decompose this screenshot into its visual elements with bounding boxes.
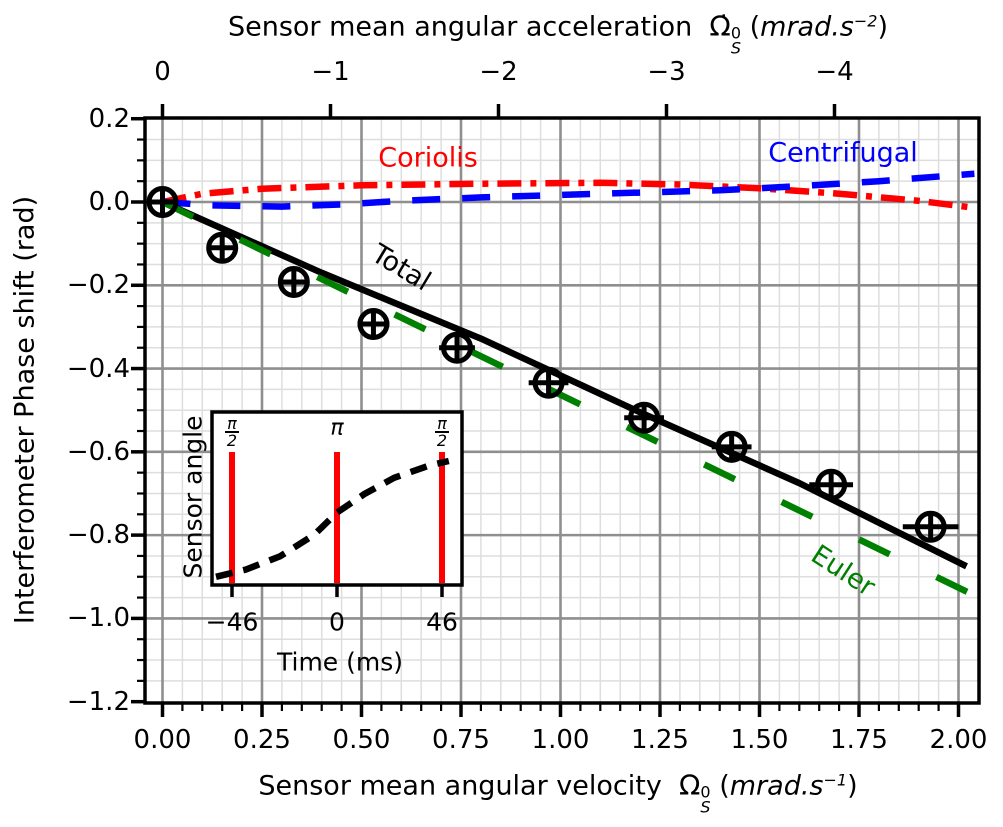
- series-euler-line: [161, 199, 972, 597]
- inset-sensor-angle-curve: [215, 457, 450, 580]
- top-axis-title: Sensor mean angular acceleration Ω̇ 0 S (m…: [227, 9, 889, 58]
- x-tick-label: 0.00: [133, 725, 192, 755]
- x-tick-label: 1.50: [730, 725, 789, 755]
- top-unit: (mrad.s−2): [749, 11, 889, 43]
- y-tick-label: 0.0: [88, 187, 130, 217]
- data-point-marker: [815, 468, 848, 501]
- y-axis-title: Interferometer Phase shift (rad): [9, 195, 41, 625]
- y-tick-label: −0.2: [66, 270, 130, 301]
- curve-label-centrifugal: Centrifugal: [768, 137, 918, 169]
- data-point-marker: [441, 331, 474, 364]
- series-coriolis-line: [161, 179, 975, 212]
- x-tick-label: 1.75: [830, 725, 888, 755]
- data-point-marker: [206, 231, 239, 264]
- inset-x-axis-title: Time (ms): [276, 647, 404, 677]
- y-tick-label: 0.2: [88, 103, 130, 134]
- x-tick-label: 0.25: [233, 725, 291, 755]
- x-tick-label: 2.00: [929, 725, 988, 755]
- data-point-marker: [628, 401, 661, 434]
- inset-x-tick-label: 46: [426, 607, 458, 637]
- pulse-label-pi: π: [330, 415, 344, 441]
- data-point-marker: [277, 265, 310, 298]
- x-tick-label: 0.75: [432, 725, 490, 755]
- series-centrifugal-line: [162, 170, 975, 210]
- data-point-marker: [532, 366, 565, 399]
- x-tick-label: 0.50: [332, 725, 391, 755]
- omega-dot-symbol: Ω̇: [709, 9, 731, 43]
- x-tick-label: 1.25: [631, 725, 689, 755]
- data-point-marker: [146, 186, 179, 218]
- y-tick-label: −1.2: [66, 686, 130, 717]
- inset-y-axis-title: Sensor angle: [178, 415, 208, 579]
- top-axis-title-text: Sensor mean angular acceleration: [227, 11, 693, 43]
- top-tick-label: −2: [479, 57, 518, 87]
- bottom-unit: (mrad.s−1): [719, 770, 858, 802]
- data-point-marker: [357, 308, 390, 341]
- top-tick-label: 0: [154, 57, 171, 87]
- top-tick-label: −4: [815, 57, 854, 87]
- curve-label-coriolis: Coriolis: [378, 142, 478, 174]
- top-tick-label: −3: [647, 57, 686, 87]
- bottom-axis-title-text: Sensor mean angular velocity: [258, 770, 662, 802]
- inset-x-tick-label: 0: [329, 607, 345, 637]
- data-point-marker: [715, 430, 748, 463]
- x-tick-label: 1.00: [531, 725, 590, 755]
- inset-x-tick-label: −46: [205, 607, 259, 637]
- top-tick-label: −1: [311, 57, 350, 87]
- data-point-marker: [914, 510, 947, 543]
- omega-symbol: Ω: [679, 768, 701, 802]
- y-tick-label: −0.6: [66, 436, 130, 467]
- y-tick-label: −1.0: [66, 603, 130, 634]
- y-tick-label: −0.4: [66, 353, 130, 384]
- y-tick-label: −0.8: [66, 520, 130, 551]
